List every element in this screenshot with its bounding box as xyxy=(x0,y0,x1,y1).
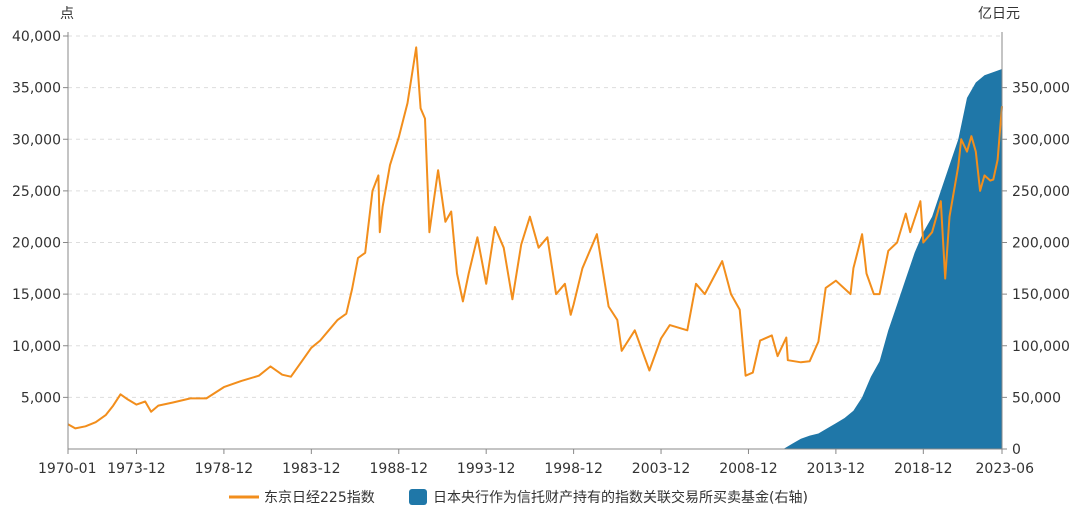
x-tick-label: 2018-12 xyxy=(894,461,953,477)
left-tick-label: 10,000 xyxy=(12,339,61,355)
nikkei-line-layer xyxy=(67,46,1003,430)
left-tick-label: 20,000 xyxy=(12,236,61,252)
legend: 东京日经225指数 日本央行作为信托财产持有的指数关联交易所买卖基金(右轴) xyxy=(229,489,808,506)
right-tick-label: 200,000 xyxy=(1012,236,1070,252)
right-tick-label: 300,000 xyxy=(1012,132,1070,148)
legend-nikkei-label: 东京日经225指数 xyxy=(264,490,375,506)
left-tick-label: 40,000 xyxy=(12,29,61,45)
x-tick-label: 1970-01 xyxy=(38,461,97,477)
legend-etf-label: 日本央行作为信托财产持有的指数关联交易所买卖基金(右轴) xyxy=(433,489,808,506)
x-tick-label: 2013-12 xyxy=(807,461,866,477)
x-tick-label: 1983-12 xyxy=(282,461,341,477)
x-tick-label: 2003-12 xyxy=(632,461,691,477)
x-tick-label: 2023-06 xyxy=(976,461,1035,477)
tick-labels: 5,000 10,000 15,000 20,000 25,000 30,000 35,00… xyxy=(12,29,1070,477)
axes xyxy=(63,32,1007,454)
x-tick-label: 1978-12 xyxy=(195,461,254,477)
gridlines xyxy=(68,35,1002,398)
right-tick-label: 350,000 xyxy=(1012,81,1070,97)
left-tick-label: 35,000 xyxy=(12,81,61,97)
nikkei-225-line xyxy=(67,46,1003,430)
x-tick-label: 1993-12 xyxy=(457,461,516,477)
right-tick-label: 50,000 xyxy=(1012,390,1061,406)
etf-holdings-area xyxy=(783,69,1002,449)
x-tick-label: 1998-12 xyxy=(544,461,603,477)
right-tick-label: 100,000 xyxy=(1012,339,1070,355)
legend-etf-swatch xyxy=(409,489,427,505)
left-axis-unit: 点 xyxy=(60,6,74,22)
x-tick-label: 2008-12 xyxy=(719,461,778,477)
right-tick-label: 250,000 xyxy=(1012,184,1070,200)
left-tick-label: 25,000 xyxy=(12,184,61,200)
x-tick-label: 1988-12 xyxy=(370,461,429,477)
x-tick-label: 1973-12 xyxy=(107,461,166,477)
right-tick-label: 0 xyxy=(1012,442,1021,458)
left-tick-label: 15,000 xyxy=(12,287,61,303)
left-tick-label: 30,000 xyxy=(12,132,61,148)
left-tick-label: 5,000 xyxy=(21,390,61,406)
etf-holdings-area-layer xyxy=(783,69,1002,449)
right-tick-label: 150,000 xyxy=(1012,287,1070,303)
right-axis-unit: 亿日元 xyxy=(978,6,1020,22)
